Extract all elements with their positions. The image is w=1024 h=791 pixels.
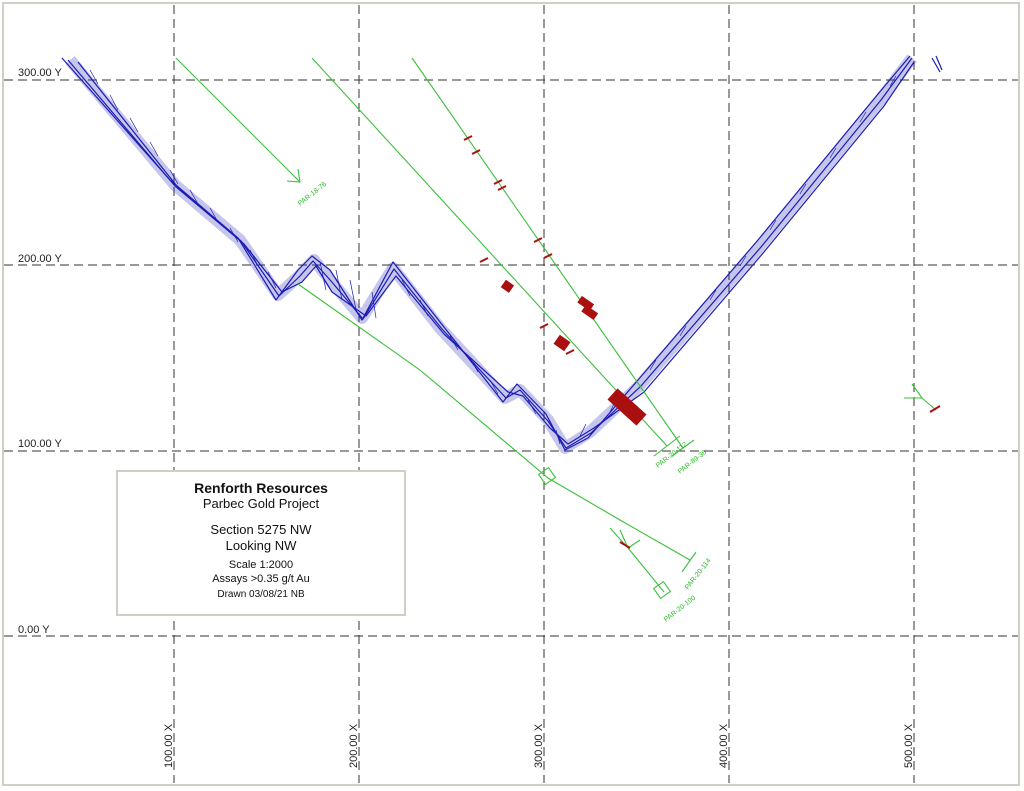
drill-trace-par-20-114 (297, 283, 691, 561)
assay-tick (619, 541, 631, 549)
assay-intercept (553, 334, 571, 352)
assay-intercept (500, 279, 515, 293)
hole-collar-fork (619, 529, 641, 549)
x-label-400: 400.00 X (718, 723, 730, 768)
hole-end-arrow (286, 168, 301, 183)
assay-tick (493, 179, 503, 185)
y-label-0: 0.00 Y (18, 624, 50, 636)
assay-intercept (577, 295, 595, 311)
scale-text: Scale 1:2000 (228, 559, 294, 571)
drill-trace-short (904, 383, 937, 411)
assay-tick (533, 237, 543, 243)
assay-tick (543, 253, 553, 259)
hole-end-bar (671, 439, 695, 457)
x-label-300: 300.00 X (533, 723, 545, 768)
grid-lines (4, 5, 1018, 783)
x-label-200: 200.00 X (348, 723, 360, 768)
assay-intercept (581, 304, 599, 320)
assay-tick (929, 405, 941, 413)
assay-tick (497, 185, 507, 191)
hole-end-bar (653, 435, 681, 457)
topography-surface (61, 54, 943, 454)
drill-trace-par-20-112 (311, 57, 668, 447)
assay-threshold: Assays >0.35 g/t Au (212, 573, 310, 585)
project-name: Parbec Gold Project (202, 496, 320, 511)
assay-tick (479, 257, 489, 263)
y-label-100: 100.00 Y (18, 438, 63, 450)
x-label-500: 500.00 X (903, 723, 915, 768)
section-name: Section 5275 NW (210, 522, 312, 537)
assay-tick (565, 349, 575, 355)
title-block: Renforth Resources Parbec Gold Project S… (116, 470, 406, 616)
assay-tick (463, 135, 473, 141)
drill-trace-par-89-36 (411, 57, 684, 449)
y-label-200: 200.00 Y (18, 253, 63, 265)
assay-intercept-major (607, 388, 647, 426)
drawn-date: Drawn 03/08/21 NB (217, 589, 305, 600)
survey-marker (652, 580, 672, 600)
survey-marker (537, 466, 557, 486)
drill-traces (175, 57, 937, 600)
hole-end-bar (681, 551, 697, 573)
assay-tick (539, 323, 549, 329)
drill-trace-par-18-76 (175, 57, 301, 183)
y-label-300: 300.00 Y (18, 67, 63, 79)
company-name: Renforth Resources (194, 480, 328, 496)
assay-intercepts (463, 135, 941, 549)
assay-tick (471, 149, 481, 155)
x-label-100: 100.00 X (163, 723, 175, 768)
view-direction: Looking NW (225, 538, 297, 553)
